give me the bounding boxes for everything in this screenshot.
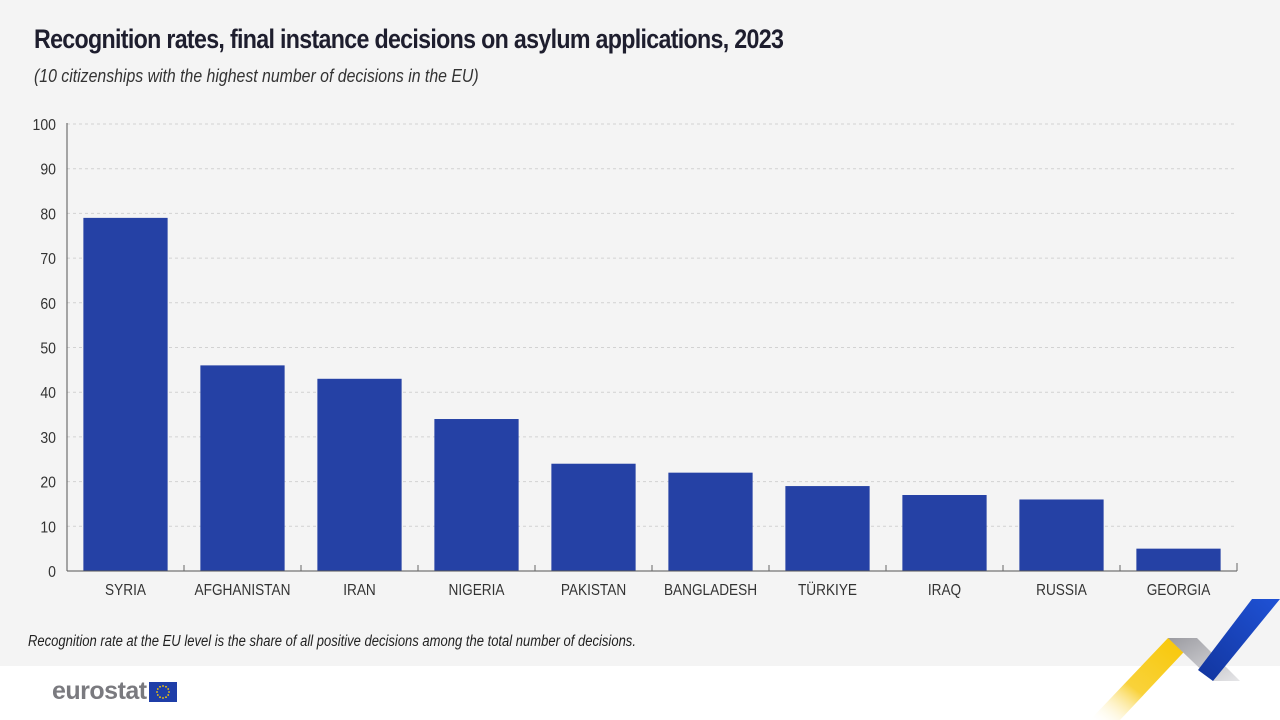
x-tick-label: AFGHANISTAN <box>195 582 291 599</box>
logo-text: eurostat <box>52 677 147 705</box>
y-axis-ticks: 0 10 20 30 40 50 60 70 80 90 100 <box>33 116 56 581</box>
x-tick-label: TÜRKIYE <box>798 580 857 599</box>
chart-subtitle: (10 citizenships with the highest number… <box>34 66 479 86</box>
bar-georgia <box>1136 548 1221 571</box>
x-tick-label: PAKISTAN <box>561 582 626 599</box>
eurostat-logo[interactable]: eurostat <box>52 679 177 704</box>
x-tick-label: SYRIA <box>105 582 146 599</box>
y-tick-label: 50 <box>40 340 56 358</box>
bar-bangladesh <box>668 472 753 571</box>
y-tick-label: 80 <box>40 206 56 224</box>
bar-afghanistan <box>200 365 285 571</box>
x-axis-ticks: SYRIA AFGHANISTAN IRAN NIGERIA PAKISTAN BANGL… <box>105 565 1211 599</box>
y-tick-label: 100 <box>33 116 56 134</box>
bar-syria <box>83 217 168 571</box>
decorative-ribbon-icon <box>1090 599 1280 720</box>
bar-russia <box>1019 499 1104 571</box>
bar-iran <box>317 378 402 571</box>
y-tick-label: 10 <box>40 518 56 536</box>
y-tick-label: 70 <box>40 250 56 268</box>
bars <box>83 217 1221 571</box>
y-tick-label: 90 <box>40 161 56 179</box>
y-tick-label: 60 <box>40 295 56 313</box>
x-tick-label: IRAN <box>343 582 376 599</box>
x-tick-label: IRAQ <box>928 582 961 599</box>
y-tick-label: 0 <box>48 563 56 581</box>
x-tick-label: NIGERIA <box>448 582 504 599</box>
bar-iraq <box>902 495 987 571</box>
footnote: Recognition rate at the EU level is the … <box>28 633 636 650</box>
y-tick-label: 30 <box>40 429 56 447</box>
y-tick-label: 40 <box>40 384 56 402</box>
ribbon-yellow <box>1090 638 1197 720</box>
x-tick-label: GEORGIA <box>1147 582 1211 599</box>
bar-chart: 0 10 20 30 40 50 60 70 80 90 100 SYRIA AFGHANISTAN I… <box>33 116 1238 599</box>
x-tick-label: RUSSIA <box>1036 582 1087 599</box>
x-tick-label: BANGLADESH <box>664 582 757 599</box>
ribbon-blue <box>1198 599 1280 681</box>
bar-pakistan <box>551 463 636 571</box>
bar-nigeria <box>434 419 519 571</box>
ribbon-grey <box>1168 638 1240 681</box>
chart-title: Recognition rates, final instance decisi… <box>34 24 784 54</box>
eu-flag-icon <box>148 681 177 702</box>
bar-türkiye <box>785 486 870 571</box>
y-tick-label: 20 <box>40 474 56 492</box>
